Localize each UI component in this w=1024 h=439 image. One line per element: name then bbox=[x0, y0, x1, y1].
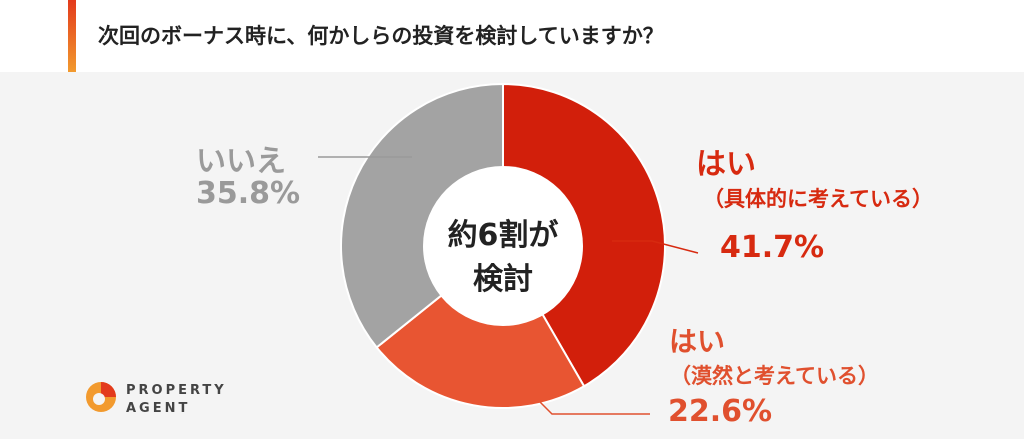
slice-no bbox=[340, 82, 504, 349]
chart-title: 次回のボーナス時に、何かしらの投資を検討していますか？ bbox=[98, 24, 664, 48]
label-yes-vague-percent: 22.6% bbox=[668, 394, 773, 429]
label-yes-concrete-percent: 41.7% bbox=[720, 230, 825, 265]
title-accent-bar bbox=[68, 0, 76, 72]
slice-yes-vague bbox=[375, 244, 586, 409]
label-yes-concrete-sub: （具体的に考えている） bbox=[703, 187, 933, 211]
property-agent-logo-icon bbox=[86, 382, 116, 412]
label-no-percent: 35.8% bbox=[196, 176, 301, 211]
leader-line-yes-concrete bbox=[612, 240, 699, 254]
label-yes-vague-sub: （漠然と考えている） bbox=[670, 364, 879, 388]
center-label-line2: 検討 bbox=[473, 262, 533, 297]
label-yes-vague: はい bbox=[669, 325, 726, 358]
label-yes-concrete: はい bbox=[696, 147, 756, 182]
donut-hole bbox=[423, 166, 583, 326]
logo-text-line1: PROPERTY bbox=[126, 383, 227, 398]
header-band bbox=[0, 0, 1024, 72]
leader-line-yes-vague bbox=[539, 401, 650, 415]
label-no: いいえ bbox=[196, 144, 286, 179]
logo-text-line2: AGENT bbox=[126, 401, 191, 416]
center-label-line1: 約6割が bbox=[447, 218, 559, 253]
